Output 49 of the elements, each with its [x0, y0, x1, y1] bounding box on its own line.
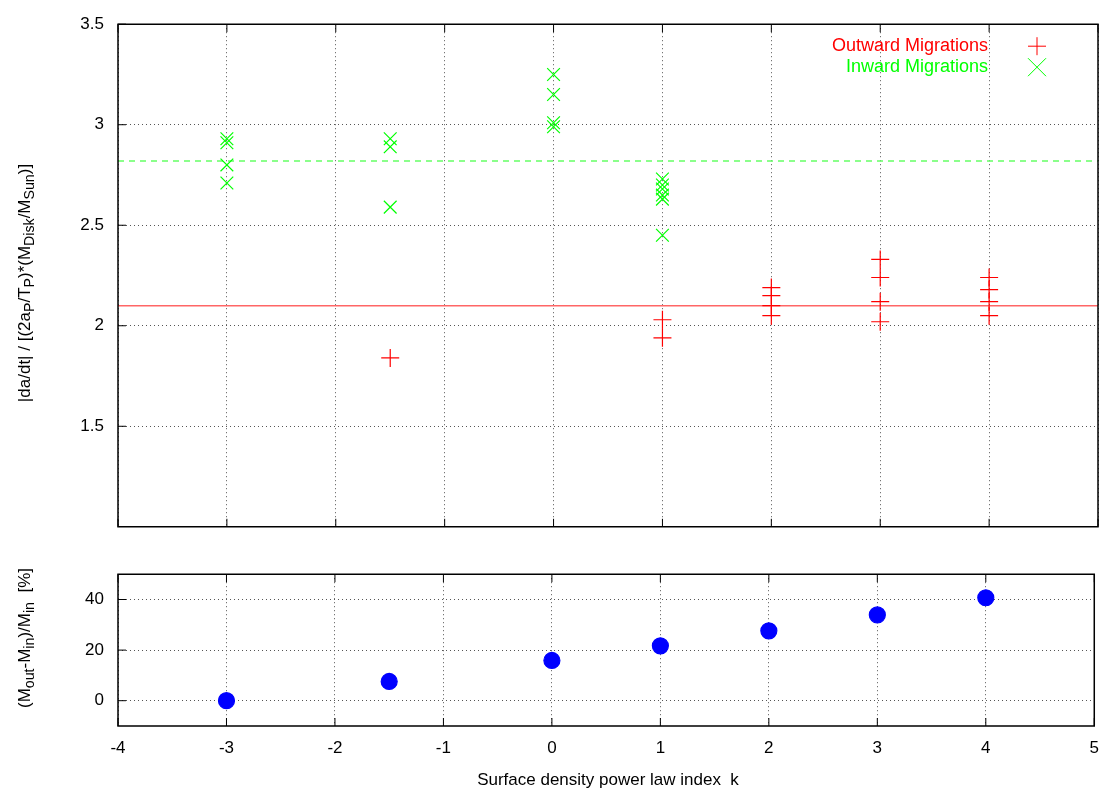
- point: [979, 306, 999, 326]
- point: [868, 606, 886, 624]
- point: [380, 348, 400, 368]
- point: [655, 228, 670, 243]
- point: [652, 310, 673, 330]
- x-tick-label: 4: [981, 737, 991, 757]
- legend-label: Inward Migrations: [845, 56, 988, 77]
- point: [383, 131, 398, 146]
- x-tick-label: 5: [1089, 737, 1100, 757]
- x-axis-title: Surface density power law index k: [477, 770, 739, 790]
- point: [219, 176, 234, 190]
- y-tick-label: 0: [94, 690, 104, 710]
- point: [546, 67, 561, 82]
- y-tick-label: 40: [85, 589, 104, 609]
- point: [760, 622, 778, 640]
- x-tick-label: 3: [872, 737, 883, 757]
- point: [380, 672, 398, 691]
- y-tick-label: 3.5: [80, 13, 104, 33]
- point: [217, 692, 236, 710]
- y-tick-label: 3: [94, 114, 104, 134]
- y-tick-label: 1.5: [80, 415, 104, 435]
- point: [383, 139, 398, 154]
- y-tick-label: 2: [94, 315, 104, 335]
- x-tick-label: -3: [218, 737, 235, 757]
- point: [652, 328, 673, 348]
- point: [870, 292, 890, 312]
- y-tick-label: 20: [85, 639, 104, 659]
- legend-label: Outward Migrations: [831, 35, 988, 56]
- point: [870, 267, 890, 288]
- x-tick-label: 0: [547, 737, 557, 757]
- point: [870, 312, 890, 332]
- point: [651, 637, 669, 655]
- x-tick-label: 1: [655, 737, 666, 757]
- point: [543, 651, 561, 670]
- point: [219, 131, 234, 146]
- point: [383, 200, 398, 215]
- point: [546, 115, 561, 130]
- point: [546, 87, 561, 102]
- x-tick-label: 2: [764, 737, 774, 757]
- point: [219, 135, 234, 150]
- point: [977, 589, 995, 607]
- point: [761, 306, 781, 326]
- x-tick-label: -2: [327, 737, 343, 757]
- point: [546, 119, 561, 134]
- point: [870, 249, 890, 270]
- x-tick-label: -4: [110, 737, 126, 757]
- y-tick-label: 2.5: [80, 214, 104, 234]
- x-tick-label: -1: [435, 737, 451, 757]
- point: [219, 157, 234, 172]
